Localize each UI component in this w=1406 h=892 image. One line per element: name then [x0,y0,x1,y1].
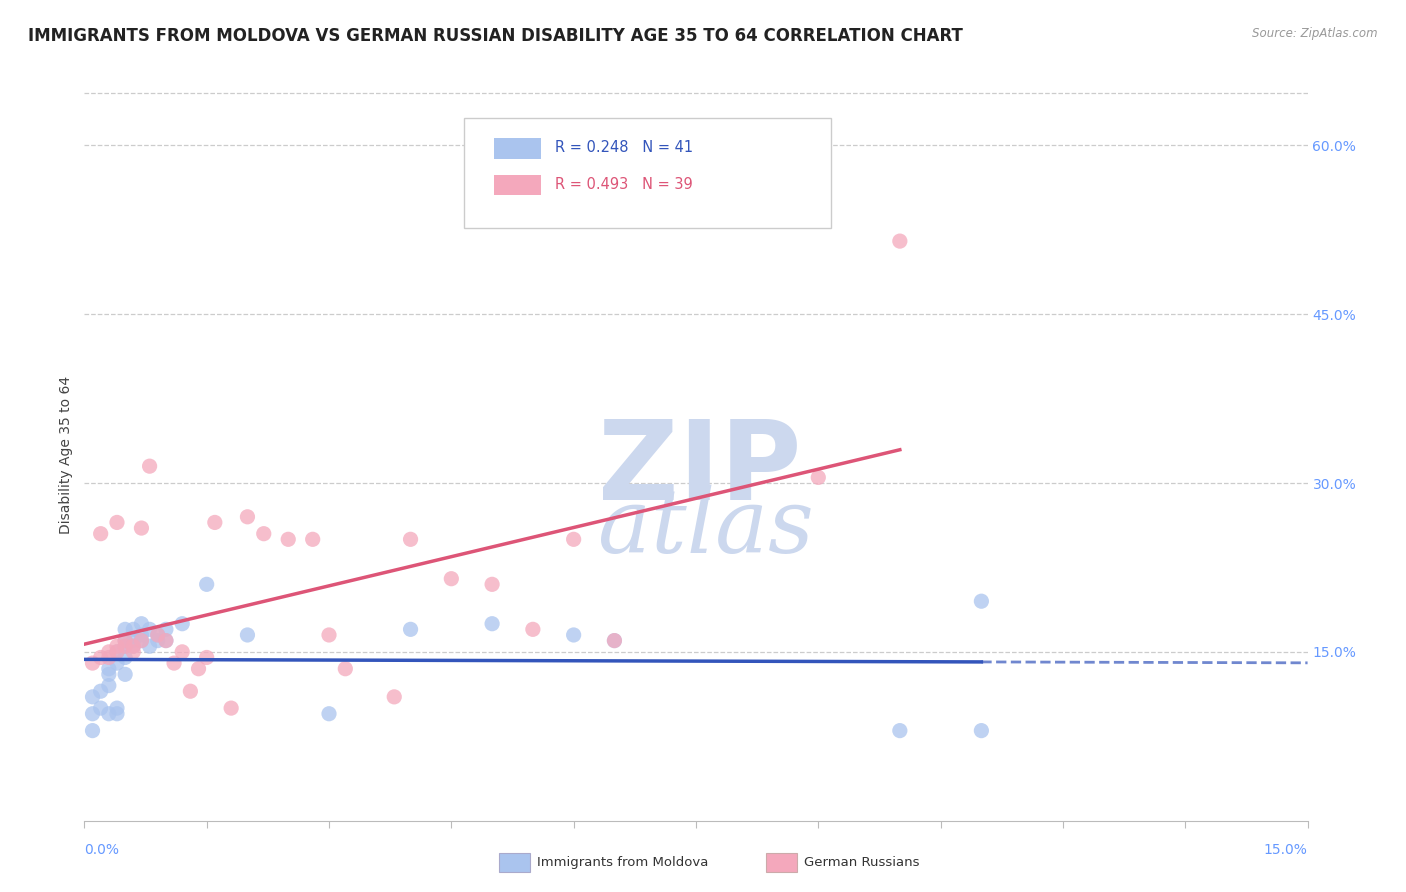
Point [970,723,993,738]
Point [603,633,626,648]
Point [114,639,136,653]
Point [114,633,136,648]
Point [187,662,209,676]
Point [522,623,544,637]
Point [131,628,153,642]
Point [97,706,120,721]
Point [97,667,120,681]
Point [236,628,259,642]
Point [155,623,177,637]
Point [889,234,911,248]
FancyBboxPatch shape [494,138,541,159]
Point [122,639,145,653]
Point [440,572,463,586]
Point [399,623,422,637]
Point [122,633,145,648]
Point [97,650,120,665]
Point [146,633,169,648]
Point [114,633,136,648]
Point [90,684,112,698]
Point [105,645,128,659]
Point [131,633,153,648]
Point [138,639,160,653]
Point [105,656,128,670]
Point [82,656,104,670]
Text: atlas: atlas [598,484,814,572]
Point [399,533,422,547]
Point [122,639,145,653]
Point [131,616,153,631]
Point [90,701,112,715]
Point [105,706,128,721]
Point [562,628,585,642]
Point [122,623,145,637]
Point [146,628,169,642]
Point [82,706,104,721]
Point [382,690,405,704]
Point [562,533,585,547]
Text: ZIP: ZIP [598,416,801,523]
Point [172,645,194,659]
Text: IMMIGRANTS FROM MOLDOVA VS GERMAN RUSSIAN DISABILITY AGE 35 TO 64 CORRELATION CH: IMMIGRANTS FROM MOLDOVA VS GERMAN RUSSIA… [28,27,963,45]
FancyBboxPatch shape [464,119,831,228]
Point [179,684,201,698]
Point [204,516,226,530]
Point [90,526,112,541]
Point [146,628,169,642]
Point [105,516,128,530]
Point [603,633,626,648]
Text: Source: ZipAtlas.com: Source: ZipAtlas.com [1253,27,1378,40]
Point [335,662,357,676]
Point [82,723,104,738]
Point [481,616,503,631]
Point [172,616,194,631]
Point [90,650,112,665]
Point [131,633,153,648]
Point [131,521,153,535]
Text: R = 0.493   N = 39: R = 0.493 N = 39 [555,177,693,192]
Point [97,679,120,693]
Point [195,650,218,665]
Point [114,623,136,637]
Point [155,633,177,648]
Point [236,509,259,524]
Point [253,526,276,541]
Point [889,723,911,738]
Point [105,701,128,715]
Point [301,533,323,547]
Point [970,594,993,608]
Point [114,650,136,665]
Point [82,690,104,704]
Text: Immigrants from Moldova: Immigrants from Moldova [537,856,709,869]
Point [163,656,186,670]
Point [122,645,145,659]
Point [155,633,177,648]
Point [195,577,218,591]
Point [138,459,160,474]
Text: 0.0%: 0.0% [84,843,120,857]
Point [807,470,830,484]
Y-axis label: Disability Age 35 to 64: Disability Age 35 to 64 [59,376,73,534]
Point [97,645,120,659]
Point [114,667,136,681]
Point [138,623,160,637]
Point [105,645,128,659]
Point [105,639,128,653]
Point [97,662,120,676]
Text: R = 0.248   N = 41: R = 0.248 N = 41 [555,140,693,155]
Point [318,628,340,642]
Point [219,701,242,715]
Point [481,577,503,591]
Point [277,533,299,547]
Point [114,639,136,653]
Text: German Russians: German Russians [804,856,920,869]
FancyBboxPatch shape [494,175,541,195]
Text: 15.0%: 15.0% [1264,843,1308,857]
Point [318,706,340,721]
